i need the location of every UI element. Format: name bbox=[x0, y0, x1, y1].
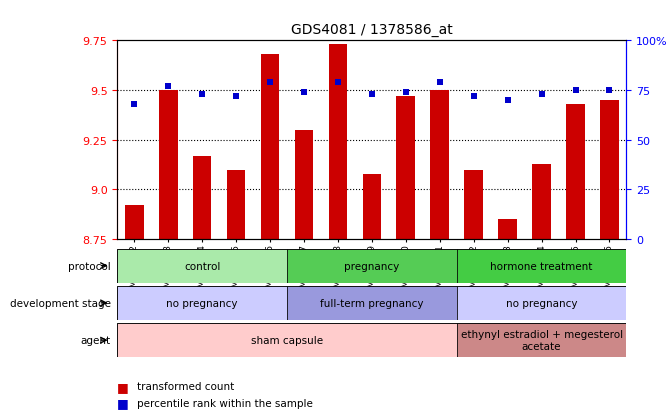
Bar bbox=[457, 249, 626, 283]
Text: transformed count: transformed count bbox=[137, 381, 234, 391]
Point bbox=[604, 88, 615, 94]
Point bbox=[366, 92, 377, 98]
Text: no pregnancy: no pregnancy bbox=[506, 298, 578, 308]
Bar bbox=[464, 170, 483, 240]
Point bbox=[163, 83, 174, 90]
Bar bbox=[125, 206, 143, 240]
Point bbox=[570, 88, 581, 94]
Point bbox=[230, 93, 241, 100]
Bar bbox=[457, 286, 626, 320]
Bar bbox=[226, 170, 245, 240]
Text: sham capsule: sham capsule bbox=[251, 335, 323, 345]
Text: ■: ■ bbox=[117, 380, 129, 393]
Point bbox=[299, 90, 310, 96]
Bar bbox=[193, 156, 212, 240]
Bar bbox=[362, 174, 381, 240]
Bar bbox=[498, 220, 517, 240]
Bar bbox=[117, 249, 287, 283]
Text: GDS4081 / 1378586_at: GDS4081 / 1378586_at bbox=[291, 23, 453, 37]
Point bbox=[129, 102, 139, 108]
Bar bbox=[532, 164, 551, 240]
Text: ■: ■ bbox=[117, 396, 129, 409]
Point bbox=[197, 92, 208, 98]
Text: pregnancy: pregnancy bbox=[344, 261, 399, 271]
Point bbox=[401, 90, 411, 96]
Text: ethynyl estradiol + megesterol
acetate: ethynyl estradiol + megesterol acetate bbox=[460, 330, 622, 351]
Bar bbox=[397, 97, 415, 240]
Text: full-term pregnancy: full-term pregnancy bbox=[320, 298, 423, 308]
Bar bbox=[261, 55, 279, 240]
Point bbox=[434, 80, 445, 86]
Text: hormone treatment: hormone treatment bbox=[490, 261, 593, 271]
Bar bbox=[287, 286, 457, 320]
Bar bbox=[430, 91, 449, 240]
Bar bbox=[117, 323, 457, 357]
Text: development stage: development stage bbox=[9, 298, 111, 308]
Text: percentile rank within the sample: percentile rank within the sample bbox=[137, 398, 314, 408]
Bar bbox=[159, 91, 178, 240]
Point bbox=[468, 93, 479, 100]
Point bbox=[536, 92, 547, 98]
Bar bbox=[600, 101, 619, 240]
Point bbox=[332, 80, 343, 86]
Text: no pregnancy: no pregnancy bbox=[166, 298, 238, 308]
Text: protocol: protocol bbox=[68, 261, 111, 271]
Bar bbox=[287, 249, 457, 283]
Bar bbox=[457, 323, 626, 357]
Bar bbox=[295, 131, 314, 240]
Text: control: control bbox=[184, 261, 220, 271]
Bar bbox=[328, 45, 347, 240]
Text: agent: agent bbox=[80, 335, 111, 345]
Point bbox=[502, 97, 513, 104]
Bar bbox=[117, 286, 287, 320]
Point bbox=[265, 80, 275, 86]
Bar bbox=[566, 105, 585, 240]
